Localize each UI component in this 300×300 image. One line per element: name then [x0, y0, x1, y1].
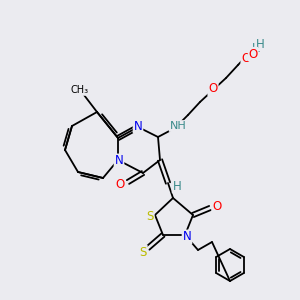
- Text: CH₃: CH₃: [71, 85, 89, 95]
- Text: O: O: [248, 47, 258, 61]
- Text: N: N: [134, 119, 142, 133]
- Text: S: S: [146, 209, 154, 223]
- Text: N: N: [115, 154, 123, 167]
- Text: O: O: [212, 200, 222, 214]
- Text: O: O: [116, 178, 124, 191]
- Text: H: H: [256, 38, 264, 50]
- Text: N: N: [183, 230, 191, 244]
- Text: O: O: [208, 82, 217, 95]
- Text: O: O: [242, 52, 250, 64]
- Text: S: S: [139, 245, 147, 259]
- Text: H: H: [252, 41, 260, 55]
- Text: H: H: [172, 179, 182, 193]
- Text: NH: NH: [169, 121, 186, 131]
